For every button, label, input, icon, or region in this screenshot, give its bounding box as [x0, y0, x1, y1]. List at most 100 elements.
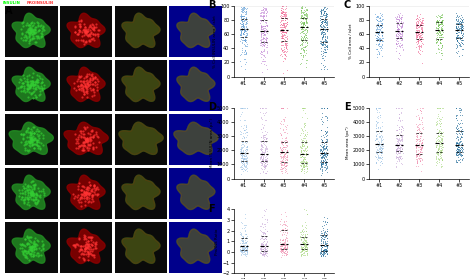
Point: [281, 156, 289, 161]
Point: [375, 135, 383, 140]
Point: [397, 110, 405, 115]
Point: [257, 34, 264, 38]
Point: [322, 167, 329, 171]
Point: [277, 40, 285, 44]
Point: [301, 141, 309, 145]
Point: [240, 247, 248, 252]
Point: [415, 32, 422, 36]
Point: [434, 15, 441, 20]
Point: [397, 24, 404, 28]
Point: [414, 39, 421, 43]
Point: [279, 21, 286, 25]
Point: [302, 33, 310, 37]
Point: [416, 153, 424, 158]
Point: [319, 219, 327, 223]
Point: [282, 243, 289, 247]
Point: [319, 42, 326, 46]
Point: [321, 244, 328, 248]
Point: [298, 126, 306, 131]
Point: [437, 51, 445, 55]
Point: [416, 107, 424, 112]
Point: [378, 151, 385, 155]
Point: [378, 46, 385, 50]
Point: [283, 105, 291, 110]
Point: [302, 25, 310, 29]
Point: [323, 28, 331, 32]
Point: [323, 125, 331, 129]
Point: [240, 9, 248, 13]
Point: [237, 21, 245, 26]
Point: [418, 158, 425, 162]
Point: [303, 166, 310, 170]
Point: [237, 249, 244, 253]
Point: [435, 33, 442, 38]
Point: [416, 35, 424, 39]
Point: [281, 209, 289, 214]
Point: [238, 154, 246, 158]
Point: [398, 44, 406, 49]
Point: [416, 38, 423, 42]
Point: [280, 30, 287, 35]
Point: [320, 32, 328, 36]
Point: [317, 30, 325, 35]
Point: [455, 131, 463, 136]
Point: [319, 248, 327, 252]
Point: [240, 156, 248, 160]
Point: [300, 22, 308, 26]
Point: [261, 244, 268, 249]
Point: [283, 170, 290, 175]
Point: [281, 247, 289, 251]
Point: [261, 139, 269, 143]
Point: [301, 33, 309, 38]
Point: [299, 30, 307, 35]
Point: [396, 147, 404, 151]
Point: [260, 239, 268, 244]
Point: [303, 244, 310, 249]
Point: [297, 10, 305, 15]
Point: [417, 145, 425, 150]
Point: [303, 251, 311, 255]
Point: [258, 161, 265, 165]
Point: [283, 15, 291, 20]
Point: [319, 245, 326, 250]
Point: [283, 155, 291, 159]
Point: [439, 134, 447, 138]
Point: [242, 9, 250, 13]
Point: [438, 141, 446, 146]
Point: [416, 33, 424, 37]
Point: [322, 13, 329, 17]
Point: [321, 132, 329, 137]
Point: [258, 234, 266, 239]
Point: [237, 150, 245, 154]
Point: [417, 133, 425, 138]
Point: [412, 155, 420, 159]
Point: [240, 52, 248, 57]
Point: [415, 126, 423, 131]
Point: [261, 158, 268, 163]
Point: [281, 162, 288, 167]
Point: [434, 32, 441, 37]
Point: [322, 159, 329, 163]
Point: [259, 152, 266, 157]
Point: [283, 20, 291, 25]
Point: [238, 23, 246, 28]
Point: [437, 35, 444, 39]
Point: [282, 30, 289, 34]
Point: [302, 17, 310, 21]
Point: [257, 25, 264, 29]
Point: [319, 40, 327, 45]
Point: [239, 243, 247, 248]
Point: [240, 16, 247, 20]
Point: [259, 156, 267, 160]
Point: [319, 17, 326, 21]
Point: [378, 33, 385, 37]
Point: [393, 20, 401, 24]
Point: [392, 148, 400, 152]
Point: [392, 34, 400, 39]
Point: [303, 35, 311, 40]
Point: [378, 137, 385, 142]
Point: [323, 248, 330, 252]
Point: [417, 148, 425, 152]
Point: [317, 155, 325, 159]
Point: [414, 36, 422, 41]
